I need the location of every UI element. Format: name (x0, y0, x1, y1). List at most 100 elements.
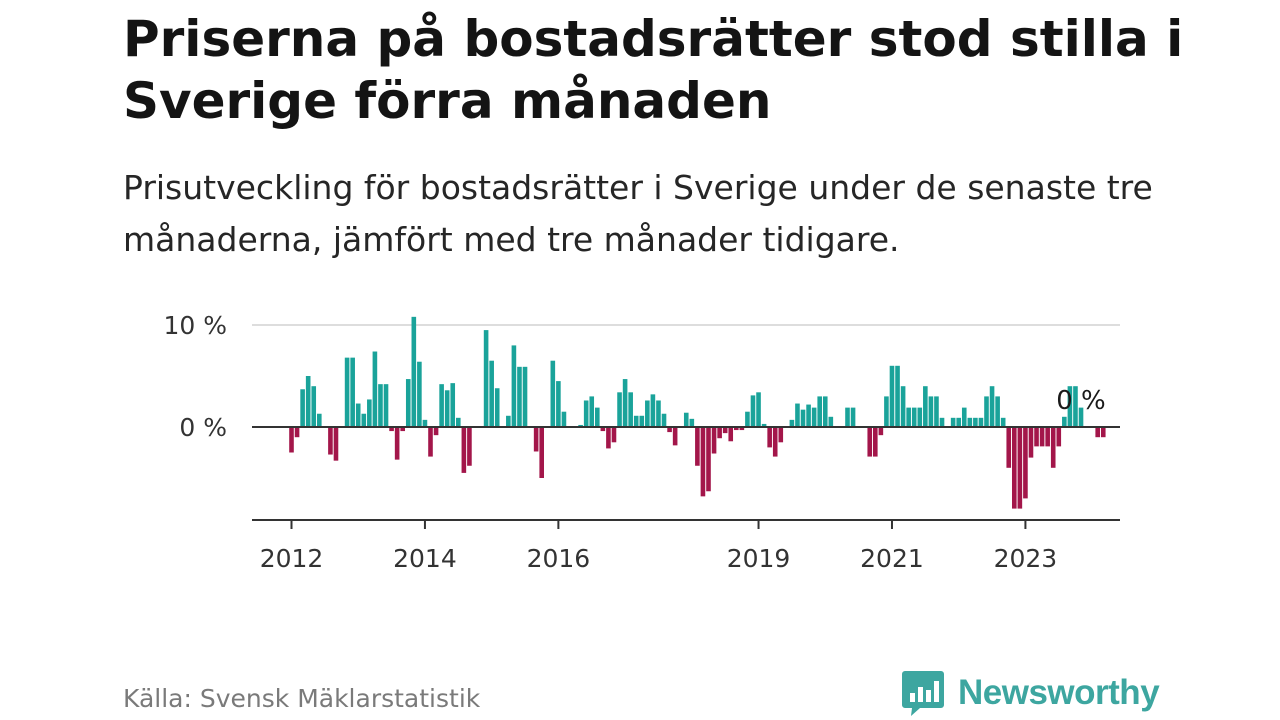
bar (995, 396, 1000, 427)
bar (817, 396, 822, 427)
bar (1006, 427, 1012, 468)
bar (595, 407, 600, 427)
bar (739, 427, 745, 431)
bar (973, 417, 978, 427)
bar (873, 427, 878, 457)
bar (956, 417, 961, 427)
bar (422, 419, 428, 427)
bar (789, 419, 795, 427)
bar (433, 427, 439, 436)
bar (689, 418, 695, 427)
bar (795, 403, 800, 427)
bar (556, 381, 561, 427)
bar (711, 427, 717, 454)
bar (884, 396, 889, 427)
bar (494, 388, 500, 427)
x-tick-label: 2023 (994, 544, 1058, 573)
bar (311, 386, 317, 427)
x-tick-label: 2021 (860, 544, 924, 573)
bar (444, 390, 450, 427)
bar (456, 417, 461, 427)
bar (850, 407, 856, 427)
bar (394, 427, 400, 460)
bar (767, 427, 772, 448)
bar (961, 407, 967, 427)
bar (428, 427, 433, 457)
bar (734, 427, 739, 431)
bar (583, 400, 589, 427)
bar (1050, 427, 1056, 468)
bar (622, 379, 628, 427)
bar (750, 395, 756, 427)
bar (645, 400, 650, 427)
bar (539, 427, 544, 478)
bar (845, 407, 850, 427)
bar (333, 427, 339, 461)
bar (328, 427, 333, 455)
bar (745, 411, 750, 427)
bar (317, 413, 322, 427)
bar (934, 396, 939, 427)
bar (717, 427, 722, 439)
latest-value-label: 0 % (1056, 386, 1106, 416)
bar (639, 415, 645, 427)
bar (450, 383, 456, 427)
bar (400, 427, 405, 432)
bar (411, 316, 417, 427)
bar (1078, 407, 1084, 427)
bar (439, 384, 444, 427)
bar (695, 427, 700, 466)
bar (878, 427, 884, 436)
bar (578, 424, 583, 427)
bar (378, 384, 383, 427)
bar (550, 360, 556, 427)
bar (1073, 386, 1078, 427)
bar (806, 404, 811, 427)
bar (489, 360, 494, 427)
bar (628, 392, 633, 427)
bar (1028, 427, 1034, 458)
bar (506, 415, 511, 427)
bar (617, 392, 622, 427)
bar (611, 427, 617, 443)
bar (900, 386, 906, 427)
bar (1017, 427, 1023, 509)
x-tick-label: 2019 (727, 544, 791, 573)
bar (633, 415, 639, 427)
bar (889, 365, 895, 427)
bar (367, 399, 372, 427)
bar (967, 417, 973, 427)
bar (1023, 427, 1028, 499)
bar (650, 394, 656, 427)
bar (533, 427, 539, 452)
bar (828, 416, 834, 427)
bar (606, 427, 611, 449)
bar (667, 427, 672, 433)
bar (561, 411, 567, 427)
bar (383, 384, 389, 427)
bar (344, 357, 350, 427)
bar (1000, 417, 1006, 427)
bar (389, 427, 394, 432)
bar (989, 386, 995, 427)
bar (923, 386, 928, 427)
y-tick-label: 10 % (163, 311, 227, 340)
x-tick-label: 2014 (393, 544, 457, 573)
bar (1034, 427, 1039, 447)
bar (867, 427, 873, 457)
chart-title: Priserna på bostadsrätter stod stilla i … (123, 10, 1184, 130)
bar (895, 365, 900, 427)
bar (1062, 416, 1067, 427)
bar (305, 376, 311, 427)
bar (700, 427, 706, 497)
bar (672, 427, 678, 446)
bar-chart: 0 % 10 % 2012 2014 2016 2019 2021 2023 0 % (163, 311, 1120, 573)
bar (522, 366, 528, 427)
bar (517, 366, 522, 427)
bar (706, 427, 711, 492)
bar (800, 409, 806, 427)
bar (822, 396, 828, 427)
bar (483, 330, 489, 427)
bar (1067, 386, 1073, 427)
bar (589, 396, 595, 427)
